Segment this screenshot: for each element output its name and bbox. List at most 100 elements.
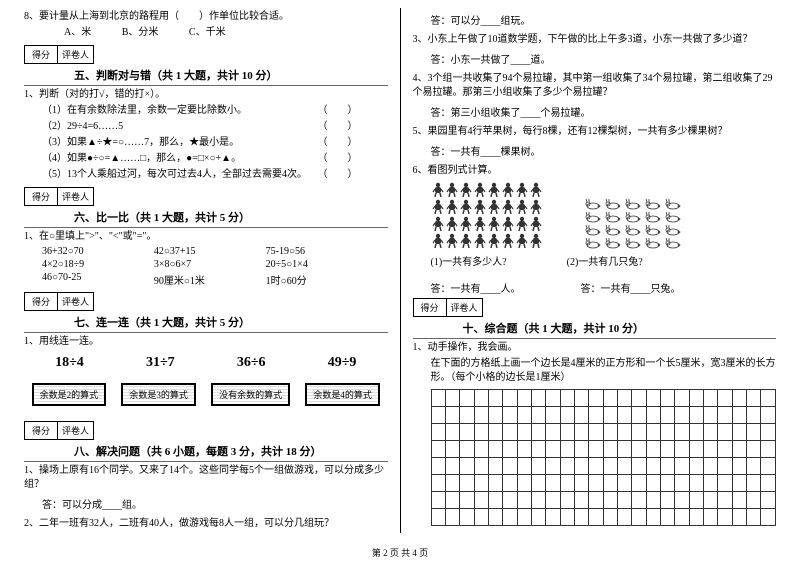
rabbit-icon bbox=[583, 224, 601, 236]
sec7-exprs: 18÷4 31÷7 36÷6 49÷9 bbox=[24, 355, 388, 371]
person-icon bbox=[445, 216, 459, 232]
rabbit-icon bbox=[663, 198, 681, 210]
people-group bbox=[431, 182, 543, 249]
score-box: 得分 评卷人 bbox=[24, 45, 94, 64]
score-box: 得分 评卷人 bbox=[24, 421, 94, 440]
rabbit-icon bbox=[643, 211, 661, 223]
rabbit-icon bbox=[623, 211, 641, 223]
person-icon bbox=[431, 182, 445, 198]
person-icon bbox=[459, 182, 473, 198]
sec8-q2: 2、二年一班有32人，二班有40人，做游戏每8人一组，可以分几组玩？ bbox=[24, 517, 388, 531]
score-box: 得分 评卷人 bbox=[413, 298, 483, 317]
rabbit-icon bbox=[663, 224, 681, 236]
rabbit-icon bbox=[663, 237, 681, 249]
q8-text: 8、要计量从上海到北京的路程用（ ）作单位比较合适。 bbox=[24, 10, 388, 24]
person-icon bbox=[473, 182, 487, 198]
person-icon bbox=[487, 233, 501, 249]
sec5-item-4: （4）如果●÷○=▲……□，那么，●=□×○+▲。（ ） bbox=[24, 152, 388, 166]
a2: 答：可以分____组玩。 bbox=[431, 12, 777, 27]
person-icon bbox=[529, 233, 543, 249]
rabbit-icon bbox=[663, 211, 681, 223]
person-icon bbox=[445, 233, 459, 249]
column-divider bbox=[400, 8, 401, 533]
remainder-box: 余数是2的算式 bbox=[32, 383, 107, 406]
person-icon bbox=[473, 199, 487, 215]
marker-label: 评卷人 bbox=[58, 46, 93, 63]
person-icon bbox=[445, 199, 459, 215]
sec5-item-3: （3）如果▲÷★=○……7，那么，★最小是。（ ） bbox=[24, 136, 388, 150]
q6-sub2: (2)一共有几只兔? bbox=[567, 253, 643, 268]
person-icon bbox=[529, 216, 543, 232]
q6-answers: 答：一共有____人。 答：一共有____只兔。 bbox=[431, 280, 777, 295]
q6: 6、看图列式计算。 bbox=[413, 164, 777, 178]
a3: 答：小东一共做了____道。 bbox=[431, 51, 777, 66]
q8-opt-a: A、米 bbox=[64, 27, 91, 38]
score-box: 得分 评卷人 bbox=[24, 292, 94, 311]
a5: 答：一共有____棵果树。 bbox=[431, 143, 777, 158]
person-icon bbox=[487, 182, 501, 198]
q6-ans2: 答：一共有____只兔。 bbox=[581, 280, 681, 295]
q6-ans1: 答：一共有____人。 bbox=[431, 280, 521, 295]
person-icon bbox=[431, 216, 445, 232]
sec5-item-1: （1）在有余数除法里，余数一定要比除数小。（ ） bbox=[24, 104, 388, 118]
q3: 3、小东上午做了10道数学题，下午做的比上午多3道，小东一共做了多少道？ bbox=[413, 33, 777, 47]
person-icon bbox=[459, 216, 473, 232]
person-icon bbox=[473, 216, 487, 232]
score-label: 得分 bbox=[25, 46, 58, 63]
sec5-header: 得分 评卷人 bbox=[24, 42, 388, 64]
sec10-text: 在下面的方格纸上画一个边长是4厘米的正方形和一个长5厘米，宽3厘米的长方形。（每… bbox=[413, 357, 777, 385]
person-icon bbox=[487, 216, 501, 232]
person-icon bbox=[501, 233, 515, 249]
sec10-header: 得分 评卷人 bbox=[413, 295, 777, 317]
left-column: 8、要计量从上海到北京的路程用（ ）作单位比较合适。 A、米 B、分米 C、千米… bbox=[24, 8, 388, 533]
sec8-a1: 答：可以分成____组。 bbox=[42, 496, 388, 511]
sec7-header: 得分 评卷人 bbox=[24, 289, 388, 311]
rabbit-icon bbox=[603, 211, 621, 223]
q8-opt-c: C、千米 bbox=[189, 27, 226, 38]
person-icon bbox=[431, 233, 445, 249]
sec5-lead: 1、判断（对的打√，错的打×）。 bbox=[24, 88, 388, 102]
sec7-lead: 1、用线连一连。 bbox=[24, 335, 388, 349]
sec6-row1: 36+32○7042○37+1575-19○56 bbox=[24, 246, 388, 257]
sec5-title: 五、判断对与错（共 1 大题，共计 10 分） bbox=[74, 67, 388, 83]
person-icon bbox=[501, 216, 515, 232]
person-icon bbox=[473, 233, 487, 249]
q5: 5、果园里有4行苹果树，每行8棵，还有12棵梨树，一共有多少棵果树？ bbox=[413, 125, 777, 139]
rabbit-icon bbox=[623, 237, 641, 249]
sec6-header: 得分 评卷人 bbox=[24, 184, 388, 206]
rabbit-icon bbox=[583, 198, 601, 210]
rabbits-group bbox=[583, 198, 681, 249]
person-icon bbox=[515, 199, 529, 215]
sec10-lead: 1、动手操作，我会画。 bbox=[413, 341, 777, 355]
sec7-boxes: 余数是2的算式 余数是3的算式 没有余数的算式 余数是4的算式 bbox=[24, 383, 388, 406]
person-icon bbox=[459, 233, 473, 249]
rabbit-icon bbox=[603, 237, 621, 249]
sec5-item-2: （2）29÷4=6……5（ ） bbox=[24, 120, 388, 134]
rabbit-icon bbox=[643, 237, 661, 249]
rabbit-icon bbox=[583, 211, 601, 223]
q8-options: A、米 B、分米 C、千米 bbox=[24, 26, 388, 40]
person-icon bbox=[431, 199, 445, 215]
q8-opt-b: B、分米 bbox=[122, 27, 159, 38]
right-column: 答：可以分____组玩。 3、小东上午做了10道数学题，下午做的比上午多3道，小… bbox=[413, 8, 777, 533]
remainder-box: 余数是3的算式 bbox=[121, 383, 196, 406]
person-icon bbox=[501, 182, 515, 198]
sec8-q1: 1、操场上原有16个同学。又来了14个。这些同学每5个一组做游戏，可以分成多少组… bbox=[24, 464, 388, 492]
person-icon bbox=[515, 216, 529, 232]
rabbit-icon bbox=[643, 224, 661, 236]
rabbit-icon bbox=[623, 198, 641, 210]
page-footer: 第 2 页 共 4 页 bbox=[0, 546, 800, 559]
rabbit-icon bbox=[583, 237, 601, 249]
person-icon bbox=[459, 199, 473, 215]
sec6-row3: 46○70-2590厘米○1米1时○60分 bbox=[24, 272, 388, 287]
sec6-row2: 4×2○18÷93×8○6×720÷5○1×4 bbox=[24, 259, 388, 270]
sec6-title: 六、比一比（共 1 大题，共计 5 分） bbox=[74, 209, 388, 225]
q4: 4、3个组一共收集了94个易拉罐，其中第一组收集了34个易拉罐，第二组收集了29… bbox=[413, 72, 777, 100]
sec8-title: 八、解决问题（共 6 小题，每题 3 分，共计 18 分） bbox=[74, 443, 388, 459]
sec7-title: 七、连一连（共 1 大题，共计 5 分） bbox=[74, 314, 388, 330]
person-icon bbox=[487, 199, 501, 215]
drawing-grid bbox=[431, 389, 777, 526]
remainder-box: 没有余数的算式 bbox=[211, 383, 290, 406]
person-icon bbox=[515, 233, 529, 249]
person-icon bbox=[529, 199, 543, 215]
